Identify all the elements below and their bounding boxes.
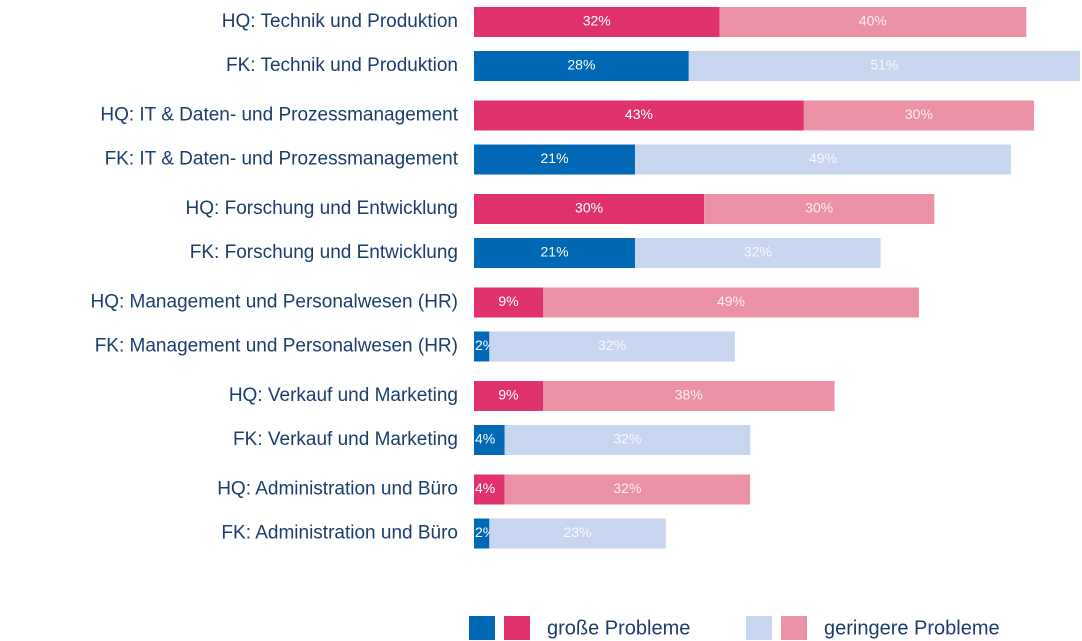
- bar-segment: [474, 51, 689, 81]
- category-label: FK: Administration und Büro: [221, 523, 458, 544]
- value-label: 21%: [541, 150, 569, 166]
- bar-segment: [635, 144, 1011, 175]
- category-label: HQ: IT & Daten- und Prozessmanagement: [100, 105, 458, 126]
- value-label: 23%: [564, 524, 592, 540]
- bar-segment: [474, 474, 505, 505]
- value-label: 32%: [744, 244, 772, 260]
- value-label: 32%: [583, 13, 611, 29]
- bar-segment: [474, 331, 490, 362]
- bar-segment: [474, 100, 804, 131]
- bar-segment: [474, 194, 705, 224]
- value-label: 28%: [567, 57, 595, 73]
- category-label: HQ: Forschung und Entwicklung: [186, 198, 458, 219]
- value-label: 30%: [575, 200, 603, 216]
- category-label: HQ: Technik und Produktion: [222, 11, 458, 32]
- bar-segment: [719, 7, 1027, 37]
- value-label: 51%: [870, 57, 898, 73]
- bar-segment: [543, 381, 835, 411]
- bar-segment: [504, 425, 751, 455]
- legend-swatch: [504, 616, 530, 640]
- category-label: FK: Technik und Produktion: [226, 55, 458, 76]
- bar-segment: [489, 518, 666, 549]
- bar-segment: [474, 425, 505, 455]
- value-label: 49%: [809, 150, 837, 166]
- value-label: 30%: [805, 200, 833, 216]
- bar-segment: [635, 238, 881, 268]
- value-label: 4%: [475, 480, 495, 496]
- value-label: 9%: [498, 387, 518, 403]
- value-label: 49%: [717, 293, 745, 309]
- category-label: FK: Verkauf und Marketing: [233, 429, 458, 450]
- value-label: 40%: [859, 13, 887, 29]
- value-label: 32%: [613, 431, 641, 447]
- category-label: FK: Forschung und Entwicklung: [190, 242, 458, 263]
- value-label: 32%: [613, 480, 641, 496]
- category-label: HQ: Administration und Büro: [217, 479, 458, 500]
- legend-swatch: [746, 616, 772, 640]
- category-label: FK: Management und Personalwesen (HR): [95, 336, 458, 357]
- legend-label: große Probleme: [547, 617, 690, 639]
- legend-swatch: [469, 616, 495, 640]
- legend-swatch: [781, 616, 807, 640]
- bar-segment: [474, 381, 544, 411]
- bar-segment: [474, 287, 544, 318]
- legend-label: geringere Probleme: [824, 617, 1000, 639]
- value-label: 30%: [905, 106, 933, 122]
- bar-segment: [474, 144, 636, 175]
- category-label: FK: IT & Daten- und Prozessmanagement: [105, 149, 459, 170]
- value-label: 4%: [475, 431, 495, 447]
- value-label: 38%: [675, 387, 703, 403]
- value-label: 43%: [625, 106, 653, 122]
- bar-segment: [704, 194, 935, 224]
- category-label: HQ: Verkauf und Marketing: [229, 385, 458, 406]
- category-label: HQ: Management und Personalwesen (HR): [90, 292, 458, 313]
- value-label: 9%: [498, 293, 518, 309]
- bar-segment: [688, 51, 1080, 81]
- bar-segment: [474, 518, 490, 549]
- value-label: 32%: [598, 337, 626, 353]
- bar-segment: [489, 331, 735, 362]
- bar-segment: [543, 287, 919, 318]
- bar-segment: [504, 474, 751, 505]
- value-label: 21%: [541, 244, 569, 260]
- bar-segment: [474, 7, 720, 37]
- bar-segment: [803, 100, 1034, 131]
- bar-segment: [474, 238, 636, 268]
